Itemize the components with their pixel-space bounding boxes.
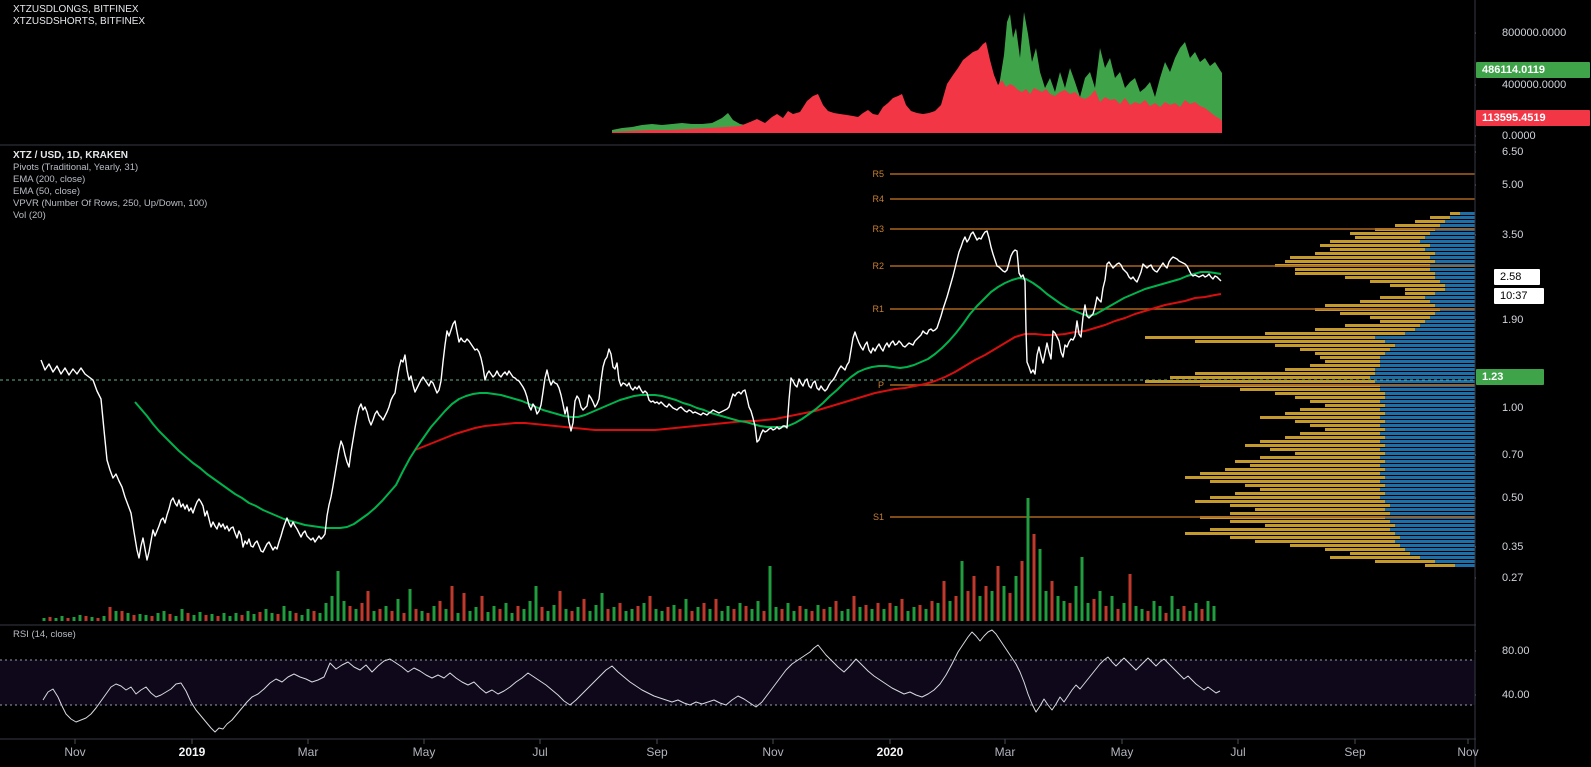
axis-label: 5.00 — [1502, 179, 1524, 191]
axis-label: 400000.0000 — [1502, 79, 1567, 91]
pivot-label-r4: R4 — [872, 194, 884, 204]
axis-label: 6.50 — [1502, 146, 1524, 158]
indicator-vol-label[interactable]: Vol (20) — [13, 210, 46, 221]
shorts-last-value-badge: 113595.4519 — [1476, 110, 1590, 126]
time-label-month: Nov — [762, 745, 784, 759]
axis-label: 0.70 — [1502, 449, 1524, 461]
indicator-ema50-label[interactable]: EMA (50, close) — [13, 186, 81, 197]
indicator-vpvr-label[interactable]: VPVR (Number Of Rows, 250, Up/Down, 100) — [13, 198, 208, 209]
time-label-month: Sep — [646, 745, 668, 759]
symbol-title[interactable]: XTZ / USD, 1D, KRAKEN — [13, 150, 129, 161]
pivot-label-p: P — [878, 380, 884, 390]
axis-label: 0.50 — [1502, 492, 1524, 504]
time-label-month: May — [1110, 745, 1134, 759]
pivot-label-r1: R1 — [872, 304, 884, 314]
axis-label: 0.27 — [1502, 572, 1524, 584]
time-label-month: Mar — [994, 745, 1016, 759]
time-label-year: 2019 — [178, 745, 206, 759]
time-label-month: Nov — [64, 745, 86, 759]
axis-label: 800000.0000 — [1502, 27, 1567, 39]
axis-label: 3.50 — [1502, 229, 1524, 241]
level-price-badge: 1.23 — [1476, 369, 1544, 385]
time-label-month: Mar — [297, 745, 319, 759]
axis-label: 0.0000 — [1502, 130, 1536, 142]
time-axis[interactable]: Nov 2019 Mar May Jul Sep Nov 2020 Mar May Jul Sep No… — [0, 739, 1591, 767]
time-label-month: Jul — [532, 745, 548, 759]
axis-label: 40.00 — [1502, 689, 1530, 701]
axis-label: 80.00 — [1502, 645, 1530, 657]
time-label-year: 2020 — [876, 745, 904, 759]
pivot-label-s1: S1 — [873, 512, 884, 522]
rsi-panel-legend[interactable]: RSI (14, close) — [13, 629, 76, 641]
time-label-month: Jul — [1230, 745, 1246, 759]
pivot-label-r3: R3 — [872, 224, 884, 234]
axis-label: 1.00 — [1502, 402, 1524, 414]
shorts-legend-label[interactable]: XTZUSDSHORTS, BITFINEX — [13, 16, 146, 27]
indicator-rsi-label[interactable]: RSI (14, close) — [13, 629, 76, 640]
longs-legend-label[interactable]: XTZUSDLONGS, BITFINEX — [13, 4, 139, 15]
pivot-label-r5: R5 — [872, 169, 884, 179]
pivot-label-r2: R2 — [872, 261, 884, 271]
current-price-badge: 2.58 — [1494, 269, 1540, 285]
indicator-ema200-label[interactable]: EMA (200, close) — [13, 174, 86, 185]
indicator-pivots-label[interactable]: Pivots (Traditional, Yearly, 31) — [13, 162, 139, 173]
axis-label: 0.35 — [1502, 541, 1524, 553]
axis-label: 1.90 — [1502, 314, 1524, 326]
time-label-month: May — [412, 745, 436, 759]
time-label-month: Sep — [1344, 745, 1366, 759]
top-panel-legend[interactable]: XTZUSDLONGS, BITFINEX XTZUSDSHORTS, BITF… — [13, 4, 145, 28]
bar-countdown-badge: 10:37 — [1494, 288, 1544, 304]
longs-last-value-badge: 486114.0119 — [1476, 62, 1590, 78]
time-label-month: Nov — [1457, 745, 1479, 759]
main-panel-legend[interactable]: XTZ / USD, 1D, KRAKEN Pivots (Traditiona… — [13, 150, 207, 222]
